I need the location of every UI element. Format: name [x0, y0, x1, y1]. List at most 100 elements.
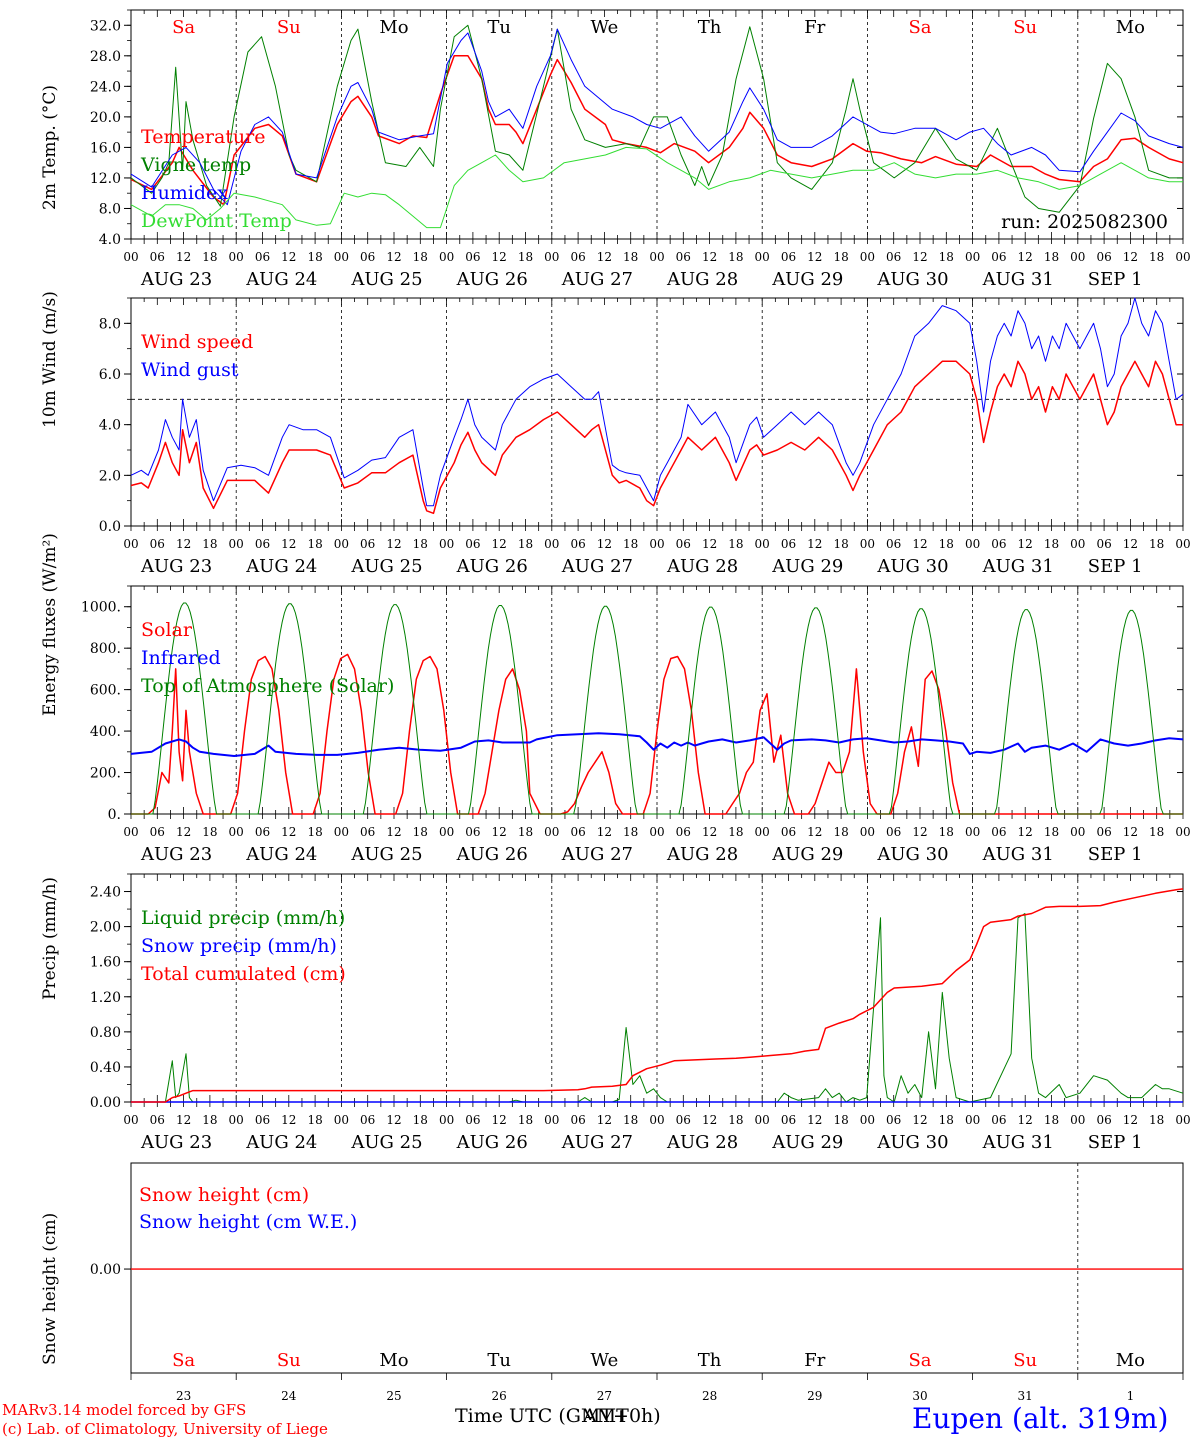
- y-tick-label: 2.40: [90, 885, 121, 901]
- credit-line-2: (c) Lab. of Climatology, University of L…: [2, 1420, 328, 1438]
- run-label: run: 2025082300: [1001, 211, 1168, 233]
- x-date-label: AUG 31: [982, 844, 1054, 865]
- x-date-label: SEP 1: [1088, 844, 1143, 865]
- x-hour-label: 18: [939, 1113, 954, 1127]
- x-hour-label: 00: [965, 825, 980, 839]
- y-tick-label: 0.0: [99, 519, 121, 535]
- y-tick-label: 20.0: [90, 110, 121, 126]
- x-hour-label: 18: [623, 537, 638, 551]
- x-hour-label: 12: [702, 250, 717, 264]
- x-hour-label: 00: [229, 1113, 244, 1127]
- x-hour-label: 12: [281, 825, 296, 839]
- x-hour-label: 12: [1018, 825, 1033, 839]
- day-number-label: 30: [912, 1389, 927, 1403]
- x-date-label: AUG 28: [666, 844, 738, 865]
- x-axis-title: Time UTC (GMT+0h): [455, 1405, 661, 1427]
- x-hour-label: 00: [860, 537, 875, 551]
- day-name-label-bottom: Sa: [908, 1350, 931, 1371]
- station-name: Eupen (alt. 319m): [912, 1402, 1169, 1435]
- x-hour-label: 00: [544, 250, 559, 264]
- x-hour-label: 06: [781, 1113, 796, 1127]
- day-number-label: 1: [1127, 1389, 1135, 1403]
- chart-panel-1: 4.0 8.0 12.0 16.0 20.0 24.0 28.0 32.0 2m Temp. (…: [40, 9, 1191, 290]
- x-hour-label: 06: [150, 537, 165, 551]
- x-hour-label: 12: [176, 1113, 191, 1127]
- x-date-label: AUG 27: [561, 1132, 633, 1153]
- legend-entry: Vigne temp: [140, 154, 251, 176]
- x-date-label: AUG 28: [666, 269, 738, 290]
- x-hour-label: 00: [123, 250, 138, 264]
- day-name-label-bottom: Tu: [487, 1350, 511, 1371]
- x-date-label: AUG 23: [140, 269, 212, 290]
- x-hour-label: 00: [860, 250, 875, 264]
- x-date-label: AUG 24: [245, 1132, 317, 1153]
- day-name-label: Th: [698, 17, 722, 38]
- x-hour-label: 12: [597, 537, 612, 551]
- x-hour-label: 06: [676, 1113, 691, 1127]
- x-hour-label: 00: [649, 537, 664, 551]
- day-number-label: 24: [281, 1389, 297, 1403]
- day-number-label: 27: [597, 1389, 612, 1403]
- x-date-label: AUG 31: [982, 1132, 1054, 1153]
- legend-entry: Snow height (cm W.E.): [139, 1211, 357, 1233]
- x-hour-label: 12: [912, 1113, 927, 1127]
- y-tick-label: 800.: [90, 641, 121, 657]
- y-tick-label: 0.00: [90, 1262, 121, 1278]
- x-hour-label: 06: [360, 825, 375, 839]
- series-line-wind-gust: [130, 297, 1184, 507]
- x-hour-label: 12: [386, 250, 401, 264]
- x-date-label: SEP 1: [1088, 1132, 1143, 1153]
- x-hour-label: 12: [1123, 1113, 1138, 1127]
- y-tick-label: 12.0: [90, 171, 121, 187]
- x-hour-label: 12: [386, 537, 401, 551]
- x-hour-label: 12: [281, 537, 296, 551]
- x-hour-label: 06: [465, 250, 480, 264]
- series-line-dewpoint-temp: [130, 146, 1183, 229]
- x-hour-label: 06: [570, 250, 585, 264]
- x-date-label: AUG 23: [140, 844, 212, 865]
- x-hour-label: 18: [1044, 537, 1059, 551]
- x-hour-label: 18: [623, 1113, 638, 1127]
- x-hour-label: 00: [649, 825, 664, 839]
- x-hour-label: 06: [255, 537, 270, 551]
- x-date-label: AUG 29: [771, 556, 843, 577]
- x-hour-label: 12: [597, 1113, 612, 1127]
- x-hour-label: 18: [728, 537, 743, 551]
- x-hour-label: 00: [860, 825, 875, 839]
- x-hour-label: 18: [939, 537, 954, 551]
- x-hour-label: 12: [912, 537, 927, 551]
- x-hour-label: 06: [781, 825, 796, 839]
- series-line-wind-speed: [130, 360, 1183, 515]
- day-name-label-bottom: Th: [698, 1350, 722, 1371]
- x-hour-label: 18: [413, 537, 428, 551]
- series-line-temperature: [130, 55, 1184, 206]
- x-hour-label: 12: [912, 825, 927, 839]
- x-hour-label: 06: [991, 250, 1006, 264]
- x-hour-label: 12: [702, 825, 717, 839]
- y-tick-label: 2.00: [90, 920, 121, 936]
- x-hour-label: 12: [386, 1113, 401, 1127]
- series-line-infrared: [130, 732, 1184, 757]
- x-hour-label: 00: [334, 825, 349, 839]
- x-hour-label: 06: [1096, 1113, 1111, 1127]
- x-hour-label: 00: [860, 1113, 875, 1127]
- x-date-label: AUG 23: [140, 1132, 212, 1153]
- x-hour-label: 12: [281, 250, 296, 264]
- x-date-label: AUG 31: [982, 556, 1054, 577]
- x-hour-label: 06: [255, 825, 270, 839]
- x-date-label: AUG 27: [561, 844, 633, 865]
- x-hour-label: 00: [1175, 250, 1190, 264]
- x-hour-label: 06: [570, 1113, 585, 1127]
- x-hour-label: 06: [570, 825, 585, 839]
- x-hour-label: 12: [1123, 825, 1138, 839]
- x-hour-label: 06: [255, 250, 270, 264]
- day-name-label: Mo: [379, 17, 408, 38]
- x-hour-label: 18: [307, 1113, 322, 1127]
- x-hour-label: 18: [833, 1113, 848, 1127]
- y-tick-label: 4.0: [99, 418, 121, 434]
- y-tick-label: 600.: [90, 683, 121, 699]
- day-name-label-bottom: Mo: [379, 1350, 408, 1371]
- x-hour-label: 00: [755, 250, 770, 264]
- x-date-label: AUG 27: [561, 556, 633, 577]
- x-hour-label: 00: [544, 825, 559, 839]
